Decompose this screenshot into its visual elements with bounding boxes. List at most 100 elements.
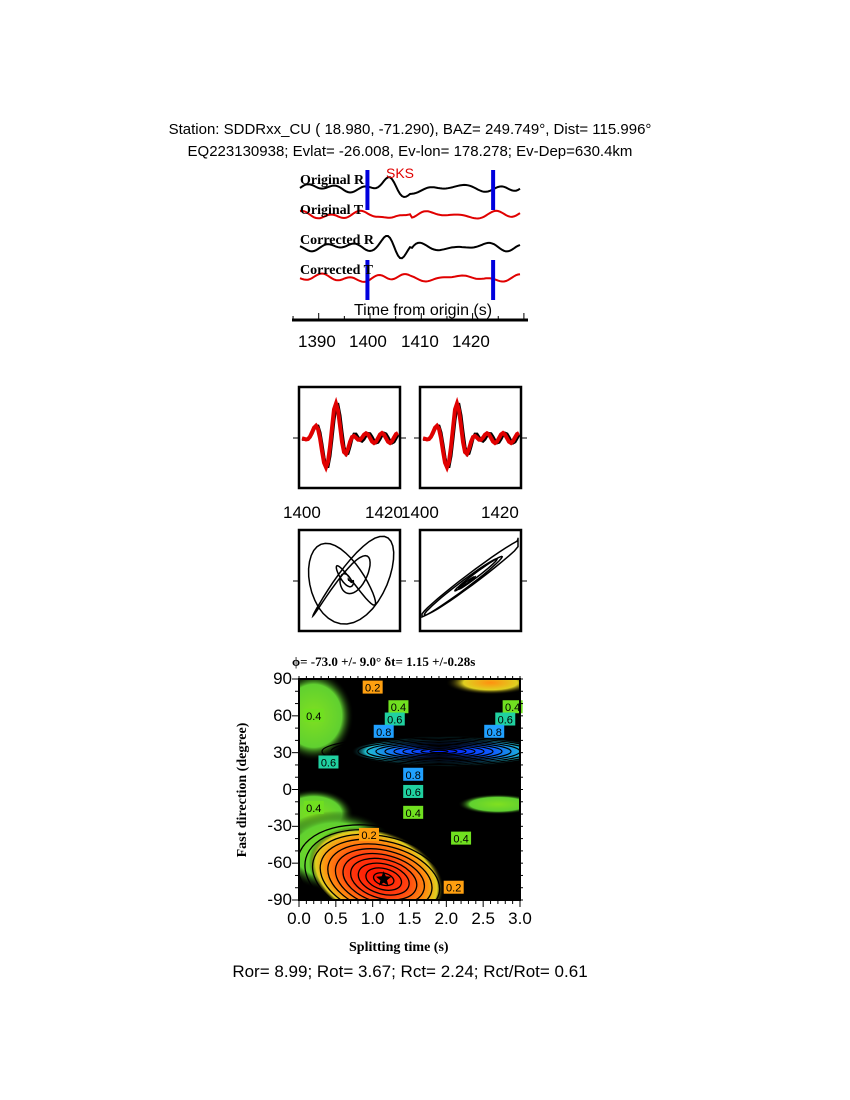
y-tick-label: 30 xyxy=(273,742,292,762)
waveform-fast xyxy=(301,396,399,473)
contour-line xyxy=(321,735,520,768)
contour-line xyxy=(330,736,520,767)
contour-label: 0.4 xyxy=(306,803,321,815)
footer-stats: Ror= 8.99; Rot= 3.67; Rct= 2.24; Rct/Rot… xyxy=(232,962,588,981)
contour-label-box xyxy=(373,724,394,738)
panel-tick: 1420 xyxy=(365,503,403,522)
contour-region-green xyxy=(457,794,520,815)
trace-tick: 1390 xyxy=(298,332,336,351)
contour-label: 0.6 xyxy=(406,787,421,799)
label-corrected-r: Corrected R xyxy=(300,233,374,248)
contour-line xyxy=(327,843,441,900)
label-original-r: Original R xyxy=(300,173,365,188)
x-tick-label: 1.0 xyxy=(360,909,385,928)
contour-label: 0.4 xyxy=(406,808,421,820)
contour-label-box xyxy=(403,784,424,798)
contour-label: 0.6 xyxy=(498,715,513,727)
contour-line xyxy=(357,862,410,896)
contour-line xyxy=(299,824,471,900)
contour-label-box xyxy=(358,827,379,841)
y-tick-label: 0 xyxy=(282,779,292,799)
contour-xlabel: Splitting time (s) xyxy=(349,940,449,955)
waveform-panels xyxy=(293,385,527,633)
x-tick-label: 1.5 xyxy=(397,909,422,928)
contour-label: 0.6 xyxy=(321,757,336,769)
contour-label-box xyxy=(318,755,339,769)
contour-region-green xyxy=(299,679,354,761)
contour-line xyxy=(348,738,520,765)
contour-line xyxy=(366,741,512,762)
contour-line xyxy=(429,749,449,754)
contour-line xyxy=(339,737,520,766)
contour-line xyxy=(393,744,485,759)
contour-label: 0.2 xyxy=(365,683,380,695)
trace-original-r xyxy=(299,176,521,199)
contour-label-box xyxy=(362,680,383,694)
contour-label: 0.6 xyxy=(387,715,402,727)
contour-label-box xyxy=(403,805,424,819)
contour-line xyxy=(334,848,433,900)
trace-original-t xyxy=(299,209,521,220)
contour-label: 0.4 xyxy=(505,702,520,714)
contour-label-box xyxy=(443,880,464,894)
contour-label: 0.4 xyxy=(306,711,321,723)
contour-label: 0.8 xyxy=(376,727,391,739)
y-tick-label: -90 xyxy=(267,890,292,909)
trace-xlabel: Time from origin (s) xyxy=(354,302,493,319)
contour-line xyxy=(411,747,467,756)
contour-line xyxy=(402,746,476,757)
contour-label-box xyxy=(303,708,324,722)
contour-label-box xyxy=(451,831,472,845)
best-fit-star-icon xyxy=(376,871,392,886)
trace-tick: 1400 xyxy=(349,332,387,351)
panel-tick: 1400 xyxy=(401,503,439,522)
x-tick-label: 3.0 xyxy=(508,909,532,928)
contour-line xyxy=(372,872,395,887)
panel-tick: 1400 xyxy=(283,503,321,522)
contour-label-box xyxy=(403,767,424,781)
y-tick-label: 90 xyxy=(273,669,292,688)
contour-label-box xyxy=(495,712,516,726)
contour-label-box xyxy=(502,700,523,714)
contour-line xyxy=(375,742,503,761)
contour-plot: 0.20.40.60.80.40.60.80.60.80.60.40.20.20… xyxy=(292,676,523,907)
contour-line xyxy=(311,833,456,900)
contour-label-box xyxy=(303,800,324,814)
station-info: Station: SDDRxx_CU ( 18.980, -71.290), B… xyxy=(168,121,652,138)
particle-motion xyxy=(421,537,519,619)
contour-label-box xyxy=(484,724,505,738)
contour-line xyxy=(319,838,448,900)
contour-line xyxy=(384,743,494,760)
contour-label: 0.8 xyxy=(487,727,502,739)
x-tick-label: 2.0 xyxy=(434,909,459,928)
contour-line xyxy=(342,852,426,900)
trace-tick: 1410 xyxy=(401,332,439,351)
contour-label-box xyxy=(388,700,409,714)
trace-tick: 1420 xyxy=(452,332,490,351)
contour-ylabel: Fast direction (degree) xyxy=(235,722,250,858)
waveform-fast xyxy=(422,396,520,473)
panel-tick: 1420 xyxy=(481,503,519,522)
label-original-t: Original T xyxy=(300,203,364,218)
phase-label: SKS xyxy=(386,165,415,181)
contour-line xyxy=(420,748,458,755)
label-corrected-t: Corrected T xyxy=(300,263,373,278)
contour-label-box xyxy=(384,712,405,726)
trace-corrected-t xyxy=(299,272,521,283)
x-tick-label: 0.5 xyxy=(324,909,348,928)
y-tick-label: -60 xyxy=(267,853,292,873)
contour-line xyxy=(365,867,403,891)
event-info: EQ223130938; Evlat= -26.008, Ev-lon= 178… xyxy=(187,143,633,160)
x-tick-label: 0.0 xyxy=(287,909,311,928)
trace-corrected-r xyxy=(299,235,521,260)
x-tick-label: 2.5 xyxy=(471,909,495,928)
contour-label: 0.4 xyxy=(453,834,468,846)
y-tick-label: 60 xyxy=(273,705,292,725)
particle-motion xyxy=(307,535,395,625)
y-tick-label: -30 xyxy=(267,816,292,836)
contour-label: 0.2 xyxy=(361,830,376,842)
contour-line xyxy=(350,857,418,900)
contour-title: ϕ= -73.0 +/- 9.0° δt= 1.15 +/-0.28s xyxy=(292,654,476,669)
contour-label: 0.4 xyxy=(391,702,406,714)
